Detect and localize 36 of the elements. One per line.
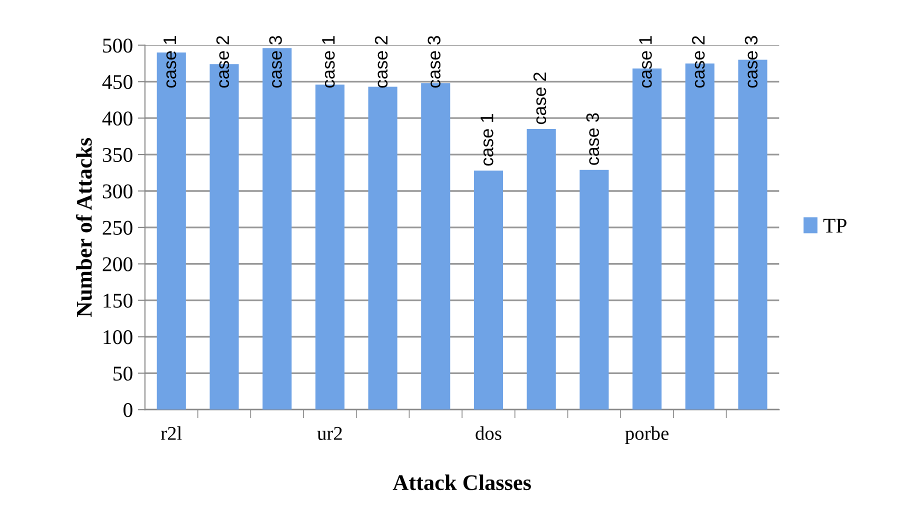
data-label: case 2 (374, 36, 388, 88)
bar (156, 52, 186, 410)
x-axis-title: Attack Classes (392, 474, 531, 490)
data-label: case 1 (322, 36, 335, 88)
bar (368, 86, 398, 410)
bar (262, 48, 292, 410)
y-tick-label: 200 (102, 257, 132, 272)
data-label: case 2 (692, 36, 705, 88)
y-tick-label: 150 (104, 294, 132, 308)
data-label: case 1 (480, 114, 494, 166)
bar (580, 170, 609, 410)
y-tick-label: 250 (102, 220, 132, 235)
data-label: case 3 (744, 36, 758, 88)
y-tick-label: 450 (102, 75, 132, 90)
data-label: case 2 (533, 72, 546, 124)
y-tick-label: 0 (124, 403, 132, 418)
legend-label: TP (823, 218, 846, 233)
bar (474, 170, 504, 410)
y-axis-title: Number of Attacks (76, 138, 92, 317)
x-tick-label: porbe (625, 426, 668, 444)
x-tick-label: r2l (160, 426, 182, 440)
y-tick-label: 50 (114, 366, 132, 381)
y-tick-label: 100 (104, 330, 132, 344)
y-tick-label: 300 (102, 184, 132, 198)
data-label: case 3 (428, 36, 440, 88)
y-tick-label: 500 (103, 38, 132, 53)
x-tick-label: ur2 (317, 426, 342, 440)
data-label: case 3 (269, 36, 282, 88)
bar (526, 129, 556, 410)
y-tick-label: 400 (102, 111, 132, 126)
data-label: case 3 (586, 113, 600, 165)
data-label: case 2 (216, 36, 230, 88)
data-label: case 1 (164, 36, 176, 88)
data-label: case 1 (639, 36, 652, 88)
x-tick-label: dos (476, 426, 502, 440)
y-tick-label: 350 (102, 148, 132, 162)
